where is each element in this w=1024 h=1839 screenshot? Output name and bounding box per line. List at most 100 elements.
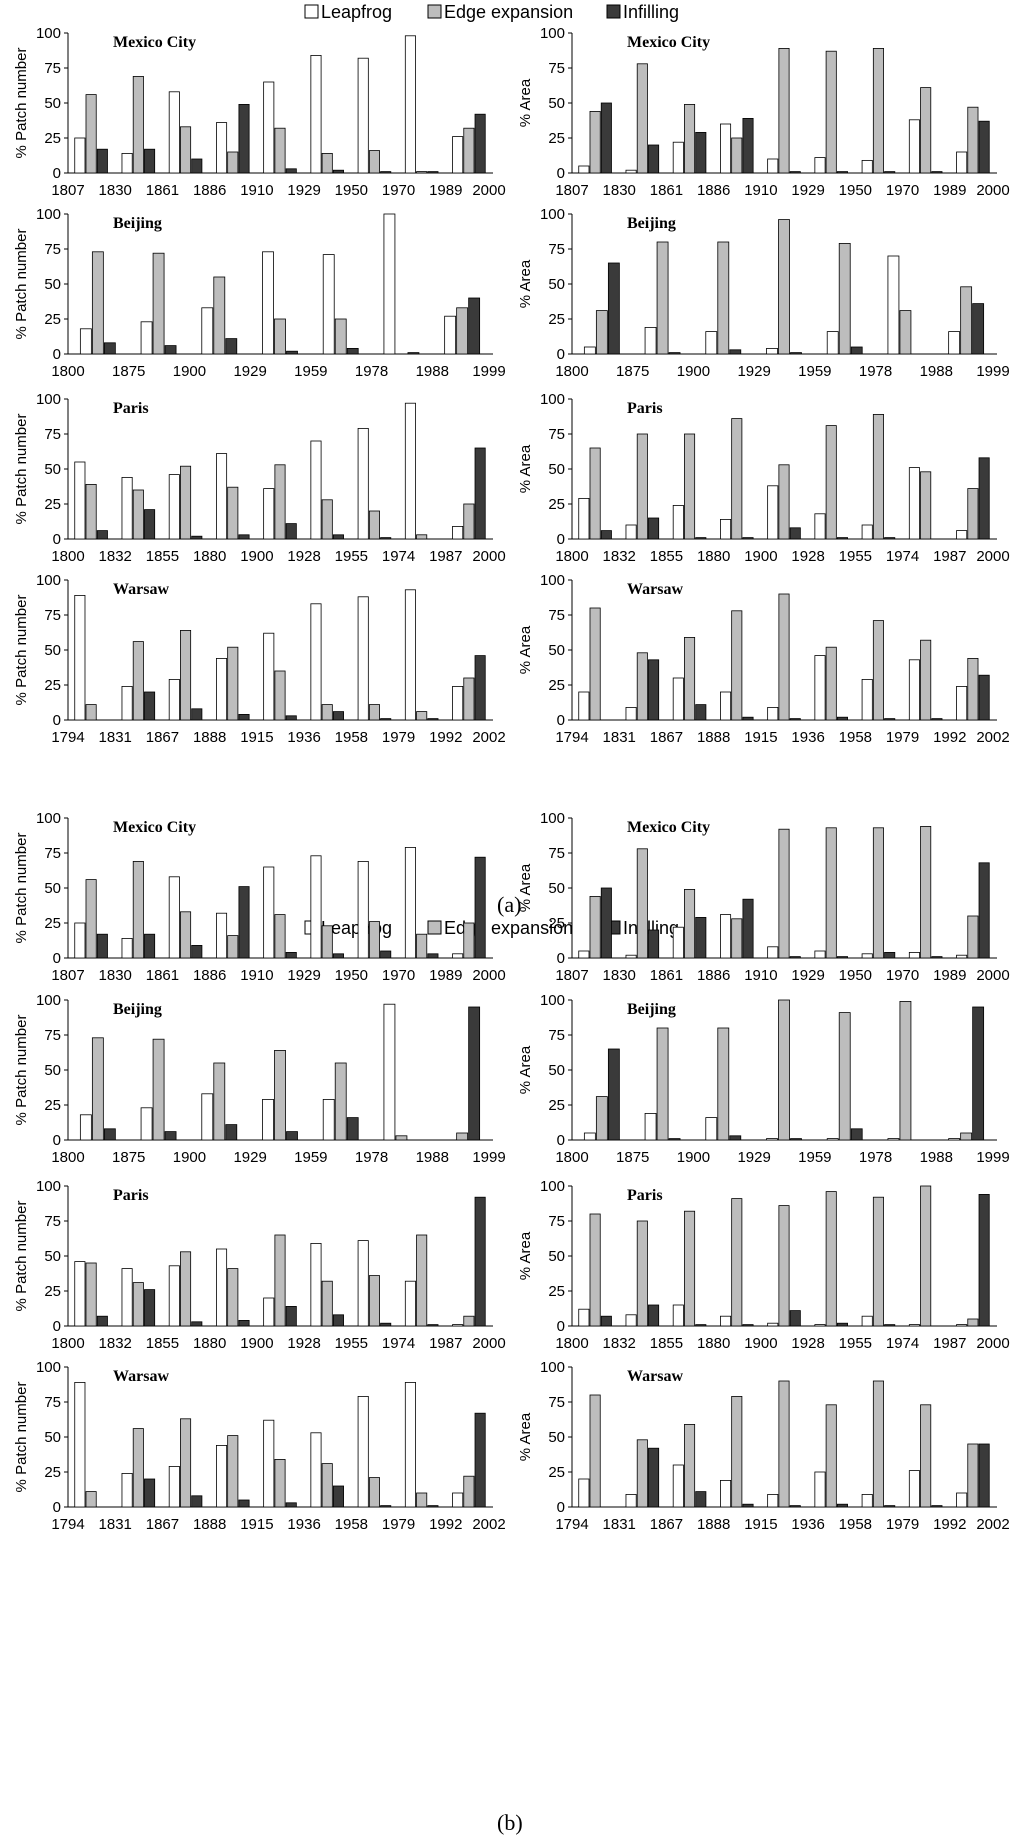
y-tick-label: 50 bbox=[548, 642, 565, 659]
bar-edge bbox=[227, 646, 239, 721]
chart-title: Paris bbox=[113, 1187, 149, 1204]
bar-leapfrog bbox=[357, 427, 369, 540]
x-tick-label: 1974 bbox=[382, 1335, 415, 1352]
bar-leapfrog bbox=[310, 55, 322, 174]
bar-edge bbox=[180, 911, 192, 959]
bar-infill bbox=[729, 1135, 742, 1141]
chart-title: Beijing bbox=[113, 1001, 162, 1018]
bar-leapfrog bbox=[672, 677, 684, 721]
bar-edge bbox=[334, 1062, 347, 1141]
legend-swatch-infill bbox=[606, 4, 621, 19]
bar-infill bbox=[695, 704, 707, 721]
y-tick-label: 100 bbox=[36, 25, 61, 42]
bar-edge bbox=[180, 1418, 192, 1508]
bar-infill bbox=[286, 350, 298, 355]
x-tick-label: 1867 bbox=[650, 1516, 683, 1533]
bar-edge bbox=[684, 433, 696, 540]
x-tick-label: 1988 bbox=[416, 1149, 449, 1166]
bar-infill bbox=[144, 691, 156, 721]
bar-leapfrog bbox=[705, 331, 718, 355]
bar-infill bbox=[238, 714, 250, 721]
x-tick-label: 1987 bbox=[429, 1335, 462, 1352]
y-tick-label: 100 bbox=[36, 206, 61, 223]
chart-a-2: 0 25 50 75 100 % Patch number Beijing 1800 1875 1… bbox=[13, 206, 506, 380]
bar-infill bbox=[144, 509, 156, 540]
bar-leapfrog bbox=[201, 1093, 214, 1141]
bar-infill bbox=[836, 171, 848, 174]
y-tick-label: 75 bbox=[44, 1027, 61, 1044]
x-tick-label: 1992 bbox=[933, 729, 966, 746]
bar-edge bbox=[731, 1198, 743, 1327]
bar-leapfrog bbox=[908, 467, 920, 540]
y-axis-label: % Area bbox=[517, 863, 534, 912]
y-tick-label: 75 bbox=[44, 60, 61, 77]
bar-leapfrog bbox=[452, 1492, 464, 1508]
bar-leapfrog bbox=[263, 1419, 275, 1508]
y-tick-label: 25 bbox=[548, 1464, 565, 1481]
bar-edge bbox=[825, 50, 837, 174]
y-tick-label: 100 bbox=[540, 206, 565, 223]
x-tick-label: 1970 bbox=[886, 967, 919, 984]
x-tick-label: 1928 bbox=[287, 1335, 320, 1352]
bar-edge bbox=[656, 1027, 669, 1141]
bar-leapfrog bbox=[168, 474, 180, 540]
bar-infill bbox=[285, 1502, 297, 1508]
x-tick-label: 1987 bbox=[933, 548, 966, 565]
bar-edge bbox=[967, 1443, 979, 1508]
x-tick-label: 1989 bbox=[429, 182, 462, 199]
bar-infill bbox=[380, 171, 392, 174]
bar-leapfrog bbox=[404, 35, 416, 174]
bar-infill bbox=[474, 1412, 486, 1508]
y-tick-label: 75 bbox=[44, 1213, 61, 1230]
bar-infill bbox=[648, 1304, 660, 1327]
x-tick-label: 1989 bbox=[429, 967, 462, 984]
y-tick-label: 50 bbox=[44, 642, 61, 659]
bar-edge bbox=[872, 1196, 884, 1327]
bar-infill bbox=[931, 1505, 943, 1508]
bar-leapfrog bbox=[766, 1138, 778, 1141]
bar-leapfrog bbox=[887, 255, 900, 355]
x-tick-label: 1888 bbox=[193, 1516, 226, 1533]
bar-leapfrog bbox=[767, 946, 779, 959]
y-tick-label: 25 bbox=[44, 496, 61, 513]
bar-leapfrog bbox=[322, 254, 335, 355]
y-tick-label: 50 bbox=[44, 1248, 61, 1265]
x-tick-label: 1988 bbox=[920, 1149, 953, 1166]
bar-leapfrog bbox=[140, 1107, 153, 1141]
bar-leapfrog bbox=[720, 123, 732, 174]
y-tick-label: 25 bbox=[44, 1464, 61, 1481]
bar-infill bbox=[695, 917, 707, 959]
bar-edge bbox=[636, 63, 648, 174]
x-tick-label: 1830 bbox=[603, 182, 636, 199]
bar-edge bbox=[132, 861, 144, 959]
bar-infill bbox=[607, 1048, 620, 1141]
bar-edge bbox=[920, 826, 932, 959]
bar-edge bbox=[778, 593, 790, 721]
bar-edge bbox=[132, 1428, 144, 1508]
x-tick-label: 1910 bbox=[744, 182, 777, 199]
x-tick-label: 1807 bbox=[555, 182, 588, 199]
y-axis-label: % Area bbox=[517, 78, 534, 127]
bar-leapfrog bbox=[861, 159, 873, 174]
y-tick-label: 100 bbox=[540, 572, 565, 589]
bar-infill bbox=[884, 952, 896, 959]
bar-leapfrog bbox=[121, 1473, 133, 1508]
bar-leapfrog bbox=[121, 476, 133, 540]
x-tick-label: 1900 bbox=[744, 548, 777, 565]
bar-leapfrog bbox=[720, 1315, 732, 1327]
bar-edge bbox=[595, 1096, 608, 1141]
bar-edge bbox=[967, 106, 979, 174]
bar-leapfrog bbox=[956, 1492, 968, 1508]
bar-leapfrog bbox=[861, 1494, 873, 1508]
y-tick-label: 75 bbox=[548, 60, 565, 77]
bar-infill bbox=[285, 1306, 297, 1327]
x-tick-label: 1974 bbox=[886, 548, 919, 565]
bar-edge bbox=[872, 620, 884, 721]
bar-leapfrog bbox=[814, 1471, 826, 1508]
x-tick-label: 1929 bbox=[791, 967, 824, 984]
bar-edge bbox=[920, 471, 932, 540]
x-tick-label: 1978 bbox=[859, 1149, 892, 1166]
bar-edge bbox=[463, 127, 475, 174]
bar-leapfrog bbox=[908, 659, 920, 721]
bar-leapfrog bbox=[956, 151, 968, 174]
